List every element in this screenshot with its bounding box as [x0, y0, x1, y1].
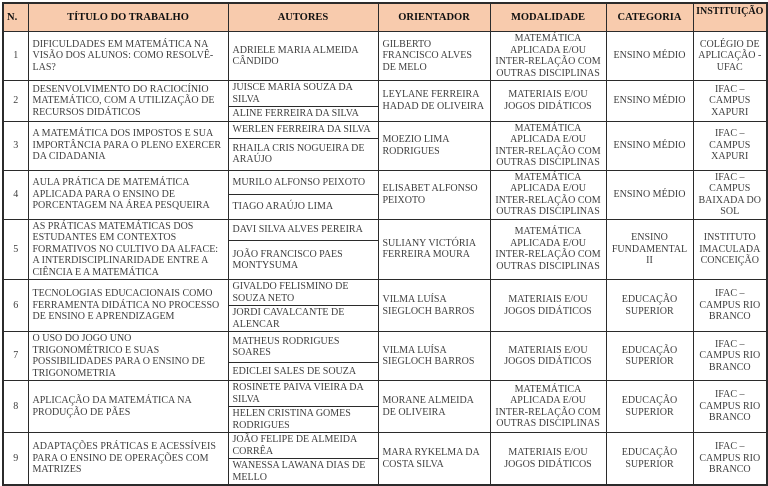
- cell-titulo: ADAPTAÇÕES PRÁTICAS E ACESSÍVEIS PARA O …: [27, 432, 229, 486]
- table-row: JORDI CAVALCANTE DE ALENCAR: [3, 305, 767, 332]
- table-row: 5 AS PRÁTICAS MATEMÁTICAS DOS ESTUDANTES …: [2, 218, 768, 280]
- cell-orientador: GILBERTO FRANCISCO ALVES DE MELO: [377, 31, 491, 81]
- cell-orientador: MOEZIO LIMA RODRIGUES: [377, 120, 491, 171]
- cell-titulo: DESENVOLVIMENTO DO RACIOCÍNIO MATEMÁTICO…: [27, 80, 229, 122]
- cell-autor: DAVI SILVA ALVES PEREIRA: [227, 218, 379, 242]
- cell-autor: HELEN CRISTINA GOMES RODRIGUES: [227, 406, 379, 433]
- cell-titulo: DIFICULDADES EM MATEMÁTICA NA VISÃO DOS …: [27, 31, 229, 81]
- table-row: 2 DESENVOLVIMENTO DO RACIOCÍNIO MATEMÁTIC…: [2, 80, 768, 122]
- cell-titulo: AULA PRÁTICA DE MATEMÁTICA APLICADA PARA…: [27, 169, 229, 220]
- cell-number: 6: [2, 279, 29, 332]
- cell-instituicao: INSTITUTO IMACULADA CONCEIÇÃO: [692, 218, 768, 280]
- cell-autor: JOÃO FRANCISCO PAES MONTYSUMA: [227, 240, 379, 280]
- cell-autor: ROSINETE PAIVA VIEIRA DA SILVA: [227, 380, 379, 407]
- cell-autor: ALINE FERREIRA DA SILVA: [227, 106, 379, 122]
- cell-modalidade: MATEMÁTICA APLICADA E/OU INTER-RELAÇÃO C…: [489, 380, 607, 433]
- cell-modalidade: MATERIAIS E/OU JOGOS DIDÁTICOS: [489, 279, 607, 332]
- cell-instituicao: IFAC – CAMPUS RIO BRANCO: [692, 432, 768, 486]
- cell-instituicao: IFAC – CAMPUS RIO BRANCO: [692, 331, 768, 381]
- cell-autor: JOÃO FELIPE DE ALMEIDA CORRÊA: [227, 432, 379, 459]
- cell-modalidade: MATERIAIS E/OU JOGOS DIDÁTICOS: [489, 331, 607, 381]
- header-titulo: TÍTULO DO TRABALHO: [27, 2, 229, 32]
- cell-instituicao: COLÉGIO DE APLICAÇÃO - UFAC: [692, 31, 768, 81]
- cell-autor: TIAGO ARAÚJO LIMA: [227, 194, 379, 220]
- cell-categoria: EDUCAÇÃO SUPERIOR: [605, 331, 694, 381]
- cell-titulo: TECNOLOGIAS EDUCACIONAIS COMO FERRAMENTA…: [27, 279, 229, 332]
- cell-number: 8: [2, 380, 29, 433]
- cell-categoria: EDUCAÇÃO SUPERIOR: [605, 380, 694, 433]
- table-row: HELEN CRISTINA GOMES RODRIGUES: [3, 406, 767, 433]
- table-row: 8 APLICAÇÃO DA MATEMÁTICA NA PRODUÇÃO DE …: [2, 380, 768, 433]
- header-n: N.: [2, 2, 29, 32]
- cell-autor: WANESSA LAWANA DIAS DE MELLO: [227, 458, 379, 486]
- table-row: TIAGO ARAÚJO LIMA: [3, 194, 767, 220]
- cell-number: 7: [2, 331, 29, 381]
- cell-titulo: A MATEMÁTICA DOS IMPOSTOS E SUA IMPORTÂN…: [27, 120, 229, 171]
- header-row: N. TÍTULO DO TRABALHO AUTORES ORIENTADOR…: [2, 2, 768, 32]
- cell-orientador: SULIANY VICTÓRIA FERREIRA MOURA: [377, 218, 491, 280]
- cell-instituicao: IFAC – CAMPUS RIO BRANCO: [692, 380, 768, 433]
- cell-number: 9: [2, 432, 29, 486]
- table-row: 6 TECNOLOGIAS EDUCACIONAIS COMO FERRAMENT…: [2, 279, 768, 332]
- cell-instituicao: IFAC – CAMPUS XAPURI: [692, 120, 768, 171]
- cell-autor: EDICLEI SALES DE SOUZA: [227, 362, 379, 381]
- cell-autor: RHAILA CRIS NOGUEIRA DE ARAÚJO: [227, 138, 379, 171]
- cell-modalidade: MATEMÁTICA APLICADA E/OU INTER-RELAÇÃO C…: [489, 31, 607, 81]
- cell-autor: JORDI CAVALCANTE DE ALENCAR: [227, 305, 379, 332]
- cell-categoria: ENSINO MÉDIO: [605, 120, 694, 171]
- cell-autor: ADRIELE MARIA ALMEIDA CÂNDIDO: [227, 31, 379, 81]
- cell-titulo: O USO DO JOGO UNO TRIGONOMÉTRICO E SUAS …: [27, 331, 229, 381]
- table-row: RHAILA CRIS NOGUEIRA DE ARAÚJO: [3, 138, 767, 171]
- header-modalidade: MODALIDADE: [489, 2, 607, 32]
- header-instituicao: INSTITUIÇÃO: [692, 2, 768, 32]
- table-body: 1 DIFICULDADES EM MATEMÁTICA NA VISÃO DOS…: [2, 31, 768, 486]
- cell-autor: JUISCE MARIA SOUZA DA SILVA: [227, 80, 379, 107]
- cell-titulo: APLICAÇÃO DA MATEMÁTICA NA PRODUÇÃO DE P…: [27, 380, 229, 433]
- cell-orientador: VILMA LUÍSA SIEGLOCH BARROS: [377, 331, 491, 381]
- header-orientador: ORIENTADOR: [377, 2, 491, 32]
- cell-categoria: ENSINO MÉDIO: [605, 80, 694, 122]
- cell-autor: MURILO ALFONSO PEIXOTO: [227, 169, 379, 195]
- cell-autor: GIVALDO FELISMINO DE SOUZA NETO: [227, 279, 379, 306]
- cell-titulo: AS PRÁTICAS MATEMÁTICAS DOS ESTUDANTES E…: [27, 218, 229, 280]
- table-row: 4 AULA PRÁTICA DE MATEMÁTICA APLICADA PAR…: [2, 169, 768, 220]
- cell-modalidade: MATEMÁTICA APLICADA E/OU INTER-RELAÇÃO C…: [489, 169, 607, 220]
- cell-number: 2: [2, 80, 29, 122]
- cell-instituicao: IFAC – CAMPUS XAPURI: [692, 80, 768, 122]
- cell-orientador: VILMA LUÍSA SIEGLOCH BARROS: [377, 279, 491, 332]
- header-categoria: CATEGORIA: [605, 2, 694, 32]
- cell-number: 4: [2, 169, 29, 220]
- cell-modalidade: MATEMÁTICA APLICADA E/OU INTER-RELAÇÃO C…: [489, 120, 607, 171]
- header-autores: AUTORES: [227, 2, 379, 32]
- cell-orientador: MARA RYKELMA DA COSTA SILVA: [377, 432, 491, 486]
- cell-number: 1: [2, 31, 29, 81]
- cell-instituicao: IFAC – CAMPUS BAIXADA DO SOL: [692, 169, 768, 220]
- cell-modalidade: MATEMÁTICA APLICADA E/OU INTER-RELAÇÃO C…: [489, 218, 607, 280]
- cell-orientador: MORANE ALMEIDA DE OLIVEIRA: [377, 380, 491, 433]
- cell-categoria: EDUCAÇÃO SUPERIOR: [605, 432, 694, 486]
- cell-autor: MATHEUS RODRIGUES SOARES: [227, 330, 379, 364]
- cell-categoria: ENSINO MÉDIO: [605, 169, 694, 220]
- cell-number: 5: [2, 218, 29, 280]
- cell-categoria: ENSINO MÉDIO: [605, 31, 694, 81]
- cell-autor: WERLEN FERREIRA DA SILVA: [227, 120, 379, 140]
- cell-categoria: ENSINO FUNDAMENTAL II: [605, 218, 694, 280]
- table-row: 9 ADAPTAÇÕES PRÁTICAS E ACESSÍVEIS PARA O…: [2, 432, 768, 486]
- cell-instituicao: IFAC – CAMPUS RIO BRANCO: [692, 279, 768, 332]
- cell-modalidade: MATERIAIS E/OU JOGOS DIDÁTICOS: [489, 432, 607, 486]
- cell-modalidade: MATERIAIS E/OU JOGOS DIDÁTICOS: [489, 80, 607, 122]
- cell-categoria: EDUCAÇÃO SUPERIOR: [605, 279, 694, 332]
- cell-orientador: ELISABET ALFONSO PEIXOTO: [377, 169, 491, 220]
- table-header: N. TÍTULO DO TRABALHO AUTORES ORIENTADOR…: [2, 2, 768, 32]
- table-row: 1 DIFICULDADES EM MATEMÁTICA NA VISÃO DOS…: [2, 31, 768, 81]
- cell-orientador: LEYLANE FERREIRA HADAD DE OLIVEIRA: [377, 80, 491, 122]
- cell-number: 3: [2, 120, 29, 171]
